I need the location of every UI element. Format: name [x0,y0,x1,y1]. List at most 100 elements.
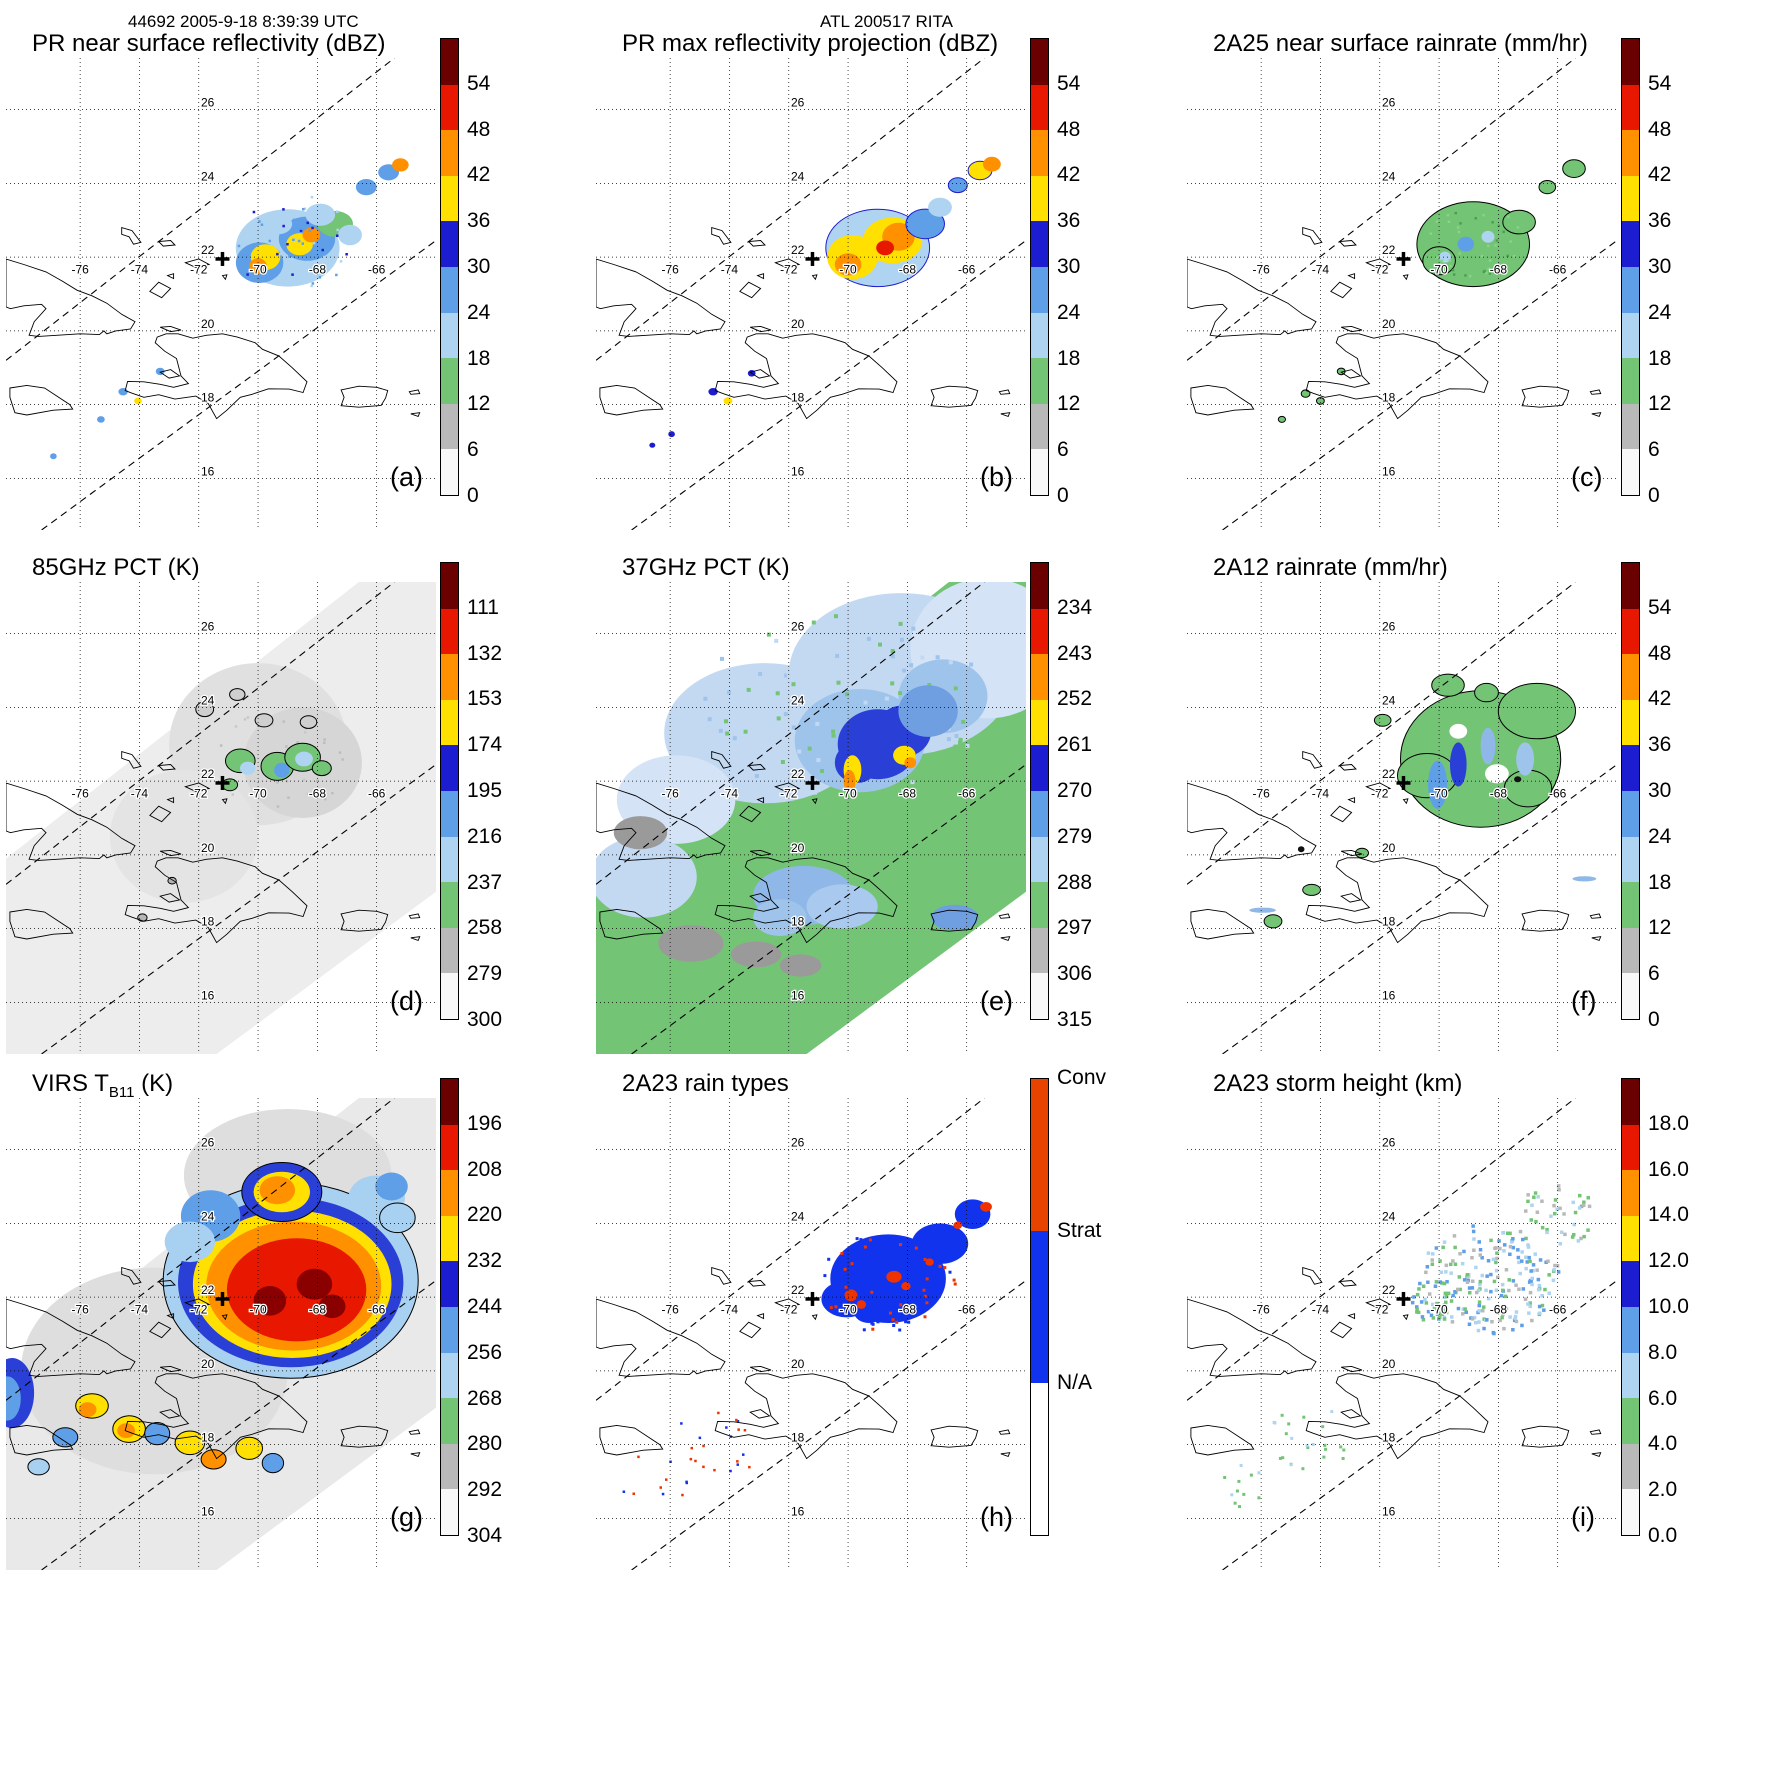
svg-text:-70: -70 [249,263,267,277]
svg-text:-76: -76 [1252,1303,1270,1317]
svg-text:-68: -68 [309,787,327,801]
colorbar-tick: 42 [1648,163,1672,187]
svg-text:16: 16 [791,988,805,1002]
svg-text:-72: -72 [190,787,208,801]
colorbar-tick: Strat [1057,1218,1102,1242]
caicos-coastline [774,782,801,792]
header-timestamp: 44692 2005-9-18 8:39:39 UTC [128,12,359,31]
svg-text:-74: -74 [131,263,149,277]
svg-text:22: 22 [791,243,805,257]
colorbar-tick: 36 [467,209,491,233]
colorbar-tick: 18 [1648,346,1672,370]
gonave-coastline [1340,1409,1362,1419]
svg-text:22: 22 [1382,767,1396,781]
jamaica-coastline [599,1424,664,1456]
svg-text:-76: -76 [1252,787,1270,801]
st-croix-coastline [410,1452,421,1457]
mayaguana-coastline [1338,764,1357,771]
svg-text:-74: -74 [1312,787,1330,801]
svg-text:26: 26 [201,620,215,634]
panel-c: 2A25 near surface rainrate (mm/hr) -76 -7… [1185,26,1770,546]
mayaguana-coastline [157,240,176,247]
svg-text:-74: -74 [721,1303,739,1317]
svg-text:-72: -72 [1371,263,1389,277]
svg-text:18: 18 [791,391,805,405]
colorbar-tick: 4.0 [1648,1432,1678,1456]
colorbar-tick: 54 [467,71,491,95]
svg-text:22: 22 [201,243,215,257]
svg-text:24: 24 [791,693,805,707]
great-inagua-coastline [739,281,762,299]
svg-text:18: 18 [1382,391,1396,405]
virgin-islands-coastline [998,913,1011,919]
mayaguana-coastline [747,240,766,247]
svg-text:-72: -72 [190,263,208,277]
colorbar-tick: 300 [467,1008,503,1031]
colorbar-tick: 36 [1648,209,1672,233]
title-g-post: (K) [134,1070,174,1097]
svg-text:24: 24 [201,1209,215,1223]
colorbar-g: 196 208 220 232 244 256 268 280 292 304 [440,1078,550,1547]
svg-text:-74: -74 [1312,1303,1330,1317]
svg-text:20: 20 [1382,841,1396,855]
gonave-coastline [749,369,771,379]
puerto-rico-coastline [340,385,389,408]
panel-e: 37GHz PCT (K) -76 -74 -72 -70 -68 -66 16 18 20 22… [594,550,1179,1070]
colorbar-tick: 10.0 [1648,1295,1689,1318]
map-g: -76 -74 -72 -70 -68 -66 16 18 20 22 24 26 [6,1098,436,1570]
svg-text:16: 16 [791,464,805,478]
svg-text:16: 16 [201,464,215,478]
svg-text:-70: -70 [839,263,857,277]
colorbar-tick: 30 [467,255,491,278]
tortue-coastline [1341,849,1363,857]
header-storm-id: ATL 200517 RITA [820,12,953,31]
cuba-coastline [6,782,136,861]
panel-title-g: VIRS TB11 (K) [32,1070,173,1101]
st-croix-coastline [410,936,421,941]
svg-text:-68: -68 [1490,263,1508,277]
virgin-islands-coastline [408,389,421,395]
svg-text:16: 16 [201,1504,215,1518]
colorbar-tick: 12 [1648,916,1672,940]
svg-text:-68: -68 [1490,787,1508,801]
great-inagua-coastline [739,805,762,823]
colorbar-tick: 279 [467,962,503,986]
tortue-coastline [750,325,772,333]
hispaniola-coastline [124,857,308,944]
gonave-coastline [749,893,771,903]
gonave-coastline [159,369,181,379]
acklins-coastline [121,227,142,245]
st-croix-coastline [1591,1452,1602,1457]
svg-text:-70: -70 [1430,263,1448,277]
svg-text:26: 26 [1382,620,1396,634]
virgin-islands-coastline [1589,1429,1602,1435]
colorbar-tick: 12 [467,392,491,416]
colorbar-tick: 24 [1648,824,1672,848]
virgin-islands-coastline [998,389,1011,395]
title-g-sub: B11 [108,1083,135,1101]
acklins-coastline [711,227,732,245]
panel-title-c: 2A25 near surface rainrate (mm/hr) [1213,30,1588,57]
panel-title-e: 37GHz PCT (K) [622,554,790,581]
svg-text:-76: -76 [661,787,679,801]
tortue-coastline [750,849,772,857]
colorbar-tick: 6 [1648,962,1660,986]
svg-text:-66: -66 [1549,1303,1567,1317]
great-inagua-coastline [149,1321,172,1339]
mayaguana-coastline [747,764,766,771]
cuba-coastline [596,782,726,861]
colorbar-tick: 14.0 [1648,1203,1689,1227]
jamaica-coastline [9,908,74,940]
title-g-pre: VIRS T [32,1070,109,1097]
svg-text:-74: -74 [1312,263,1330,277]
svg-text:22: 22 [1382,243,1396,257]
svg-text:20: 20 [201,1357,215,1371]
acklins-coastline [711,1267,732,1285]
st-croix-coastline [1591,936,1602,941]
svg-text:24: 24 [1382,169,1396,183]
mayaguana-coastline [157,764,176,771]
map-c: -76 -74 -72 -70 -68 -66 16 18 20 22 24 26 [1187,58,1617,530]
turks-coastline [1402,1314,1409,1321]
little-inagua-coastline [756,273,765,280]
